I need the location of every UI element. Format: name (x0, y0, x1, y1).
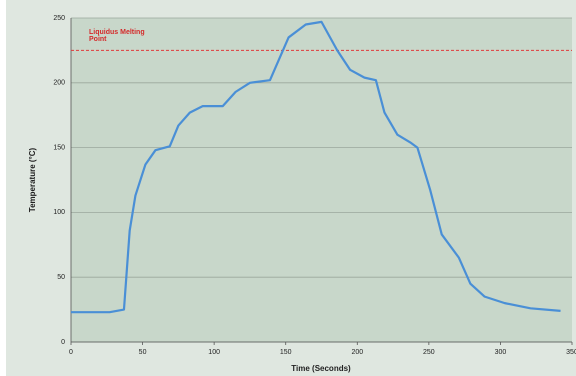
y-tick-label: 200 (53, 80, 65, 87)
x-tick-label: 350 (566, 349, 576, 356)
x-axis-title: Time (Seconds) (291, 364, 351, 373)
plot-area (71, 18, 572, 342)
annotation: Liquidus Melting (89, 29, 145, 36)
y-tick-label: 50 (57, 274, 65, 281)
x-tick-label: 200 (351, 349, 363, 356)
annotation: Point (89, 36, 107, 43)
y-tick-label: 0 (61, 339, 65, 346)
x-tick-label: 300 (495, 349, 507, 356)
x-tick-label: 0 (69, 349, 73, 356)
y-tick-label: 250 (53, 15, 65, 22)
x-tick-label: 150 (280, 349, 292, 356)
x-tick-label: 50 (139, 349, 147, 356)
left-strip (0, 0, 6, 376)
line (71, 20, 561, 314)
y-tick-label: 150 (53, 144, 65, 151)
y-axis-title: Temperature (°C) (28, 147, 37, 212)
x-tick-label: 250 (423, 349, 435, 356)
x-tick-label: 100 (208, 349, 220, 356)
y-tick-label: 100 (53, 209, 65, 216)
